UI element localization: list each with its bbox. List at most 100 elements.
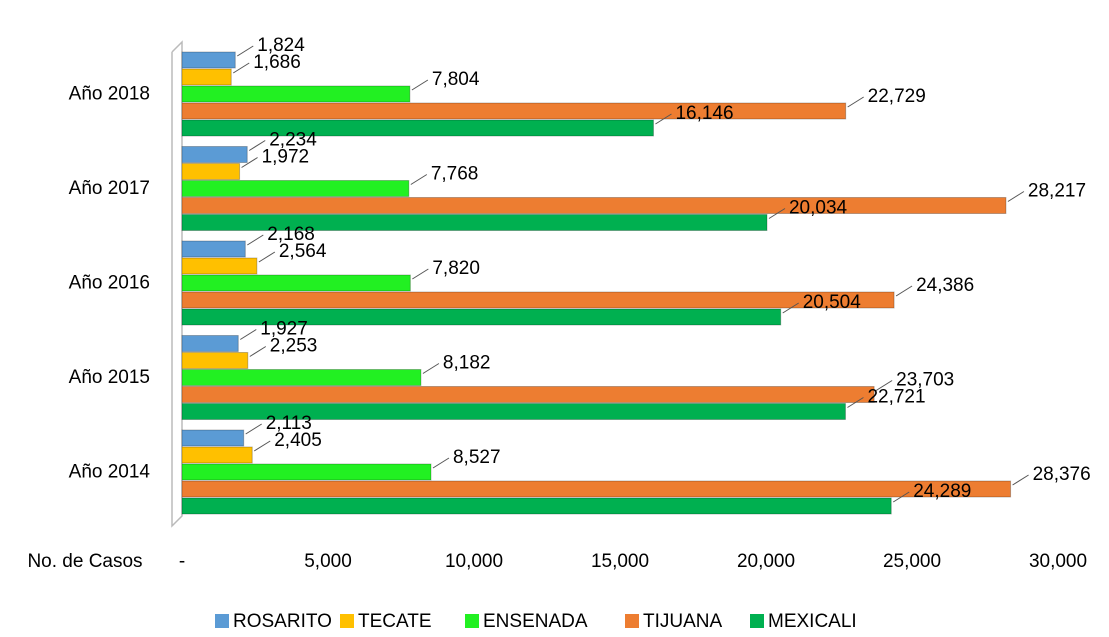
bar xyxy=(181,274,411,292)
leader-line xyxy=(249,346,267,357)
leader-line xyxy=(768,208,786,219)
x-tick-label: 15,000 xyxy=(591,551,649,572)
bar xyxy=(181,403,846,420)
axis-wall xyxy=(171,40,183,528)
y-tick-label: Año 2018 xyxy=(69,84,150,105)
data-label: 8,182 xyxy=(443,353,491,374)
bar xyxy=(181,51,236,69)
leader-line xyxy=(248,140,266,151)
x-tick-label: 20,000 xyxy=(737,551,795,572)
bar xyxy=(181,85,411,103)
data-label: 16,146 xyxy=(675,103,733,124)
bar xyxy=(181,369,422,386)
data-label: 1,824 xyxy=(257,35,305,56)
legend-label: ENSENADA xyxy=(483,611,588,632)
leader-line xyxy=(847,397,864,408)
bar xyxy=(181,352,249,369)
leader-line xyxy=(247,234,264,246)
bar xyxy=(181,240,246,258)
leader-line xyxy=(241,157,258,168)
axis-floor xyxy=(171,515,183,527)
leader-line xyxy=(411,79,429,91)
bar xyxy=(181,463,432,481)
data-label: 20,034 xyxy=(789,198,848,219)
x-tick-label: 25,000 xyxy=(883,551,941,572)
x-tick-label: 30,000 xyxy=(1029,551,1087,572)
legend-swatch xyxy=(465,614,479,628)
bar xyxy=(181,119,654,137)
bar xyxy=(181,180,410,197)
data-label: 7,804 xyxy=(432,69,480,90)
y-tick-label: Año 2014 xyxy=(69,462,151,483)
data-label: 7,820 xyxy=(432,258,480,279)
y-tick-label: Año 2016 xyxy=(69,273,150,294)
data-label: 23,703 xyxy=(896,370,954,391)
bar xyxy=(181,163,241,180)
data-label: 2,564 xyxy=(279,241,327,262)
leader-line xyxy=(892,491,910,503)
bar xyxy=(181,146,248,163)
bar xyxy=(181,429,245,447)
leader-line xyxy=(895,285,913,297)
leader-line xyxy=(236,45,254,57)
legend-label: TIJUANA xyxy=(643,611,723,632)
data-label: 1,686 xyxy=(253,52,301,73)
bar xyxy=(181,68,232,86)
leader-line xyxy=(258,251,276,263)
x-axis-label: No. de Casos xyxy=(27,551,142,572)
data-label: 2,253 xyxy=(270,336,318,357)
leader-line xyxy=(410,174,428,185)
leader-line xyxy=(432,457,450,469)
data-label: 28,376 xyxy=(1033,464,1091,485)
y-tick-label: Año 2017 xyxy=(69,178,150,199)
leader-line xyxy=(782,302,799,314)
bar xyxy=(181,197,1007,214)
leader-line xyxy=(240,329,257,340)
leader-line xyxy=(655,113,672,125)
bar xyxy=(181,102,847,120)
leader-line xyxy=(422,363,440,374)
data-label: 22,721 xyxy=(867,387,925,408)
leader-line xyxy=(245,423,262,435)
x-tick-label: 10,000 xyxy=(445,551,503,572)
data-label: 24,289 xyxy=(913,481,971,502)
y-tick-label: Año 2015 xyxy=(69,367,150,388)
data-label: 24,386 xyxy=(916,275,974,296)
leader-line xyxy=(1012,474,1029,486)
leader-line xyxy=(232,62,250,74)
bar xyxy=(181,446,253,464)
data-label: 22,729 xyxy=(868,86,926,107)
leader-line xyxy=(847,96,864,108)
bar xyxy=(181,480,1012,498)
data-label: 2,168 xyxy=(267,224,315,245)
legend-label: TECATE xyxy=(358,611,432,632)
bar xyxy=(181,386,875,403)
data-label: 28,217 xyxy=(1028,181,1086,202)
leader-line xyxy=(1007,191,1025,202)
bar xyxy=(181,291,895,309)
data-label: 20,504 xyxy=(803,292,862,313)
legend-swatch xyxy=(215,614,229,628)
legend-swatch xyxy=(340,614,354,628)
data-label: 1,927 xyxy=(260,319,308,340)
data-label: 1,972 xyxy=(262,147,310,168)
bar xyxy=(181,214,768,231)
bar xyxy=(181,257,258,275)
data-label: 2,405 xyxy=(274,430,322,451)
legend-label: MEXICALI xyxy=(768,611,857,632)
leader-line xyxy=(253,440,271,452)
x-tick-label: 5,000 xyxy=(304,551,352,572)
x-tick-label: - xyxy=(179,551,185,572)
leader-line xyxy=(875,380,893,391)
legend-swatch xyxy=(625,614,639,628)
data-label: 7,768 xyxy=(431,164,479,185)
bar xyxy=(181,308,782,326)
bar xyxy=(181,335,239,352)
legend-label: ROSARITO xyxy=(233,611,332,632)
leader-line xyxy=(412,268,429,280)
data-label: 2,113 xyxy=(266,413,312,434)
bar xyxy=(181,497,892,515)
data-label: 8,527 xyxy=(453,447,501,468)
legend-swatch xyxy=(750,614,764,628)
